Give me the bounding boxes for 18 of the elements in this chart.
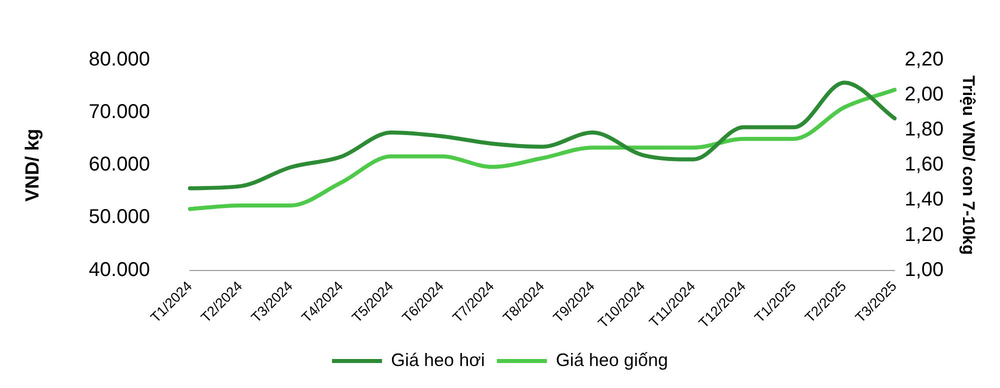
y2-axis-title: Triệu VND/ con 7-10kg [959,75,978,255]
line-series [188,80,897,190]
y2-tick-label: 2,20 [904,48,944,71]
legend-label: Giá heo hơi [391,350,485,370]
y-axis-title: VND/ kg [22,128,44,202]
y2-tick-label: 1,80 [904,118,944,141]
y-tick-label: 70.000 [88,101,150,124]
y-tick-label: 50.000 [88,206,150,228]
line-series [188,88,897,211]
y-tick-label: 60.000 [88,154,150,176]
y2-tick-label: 1,40 [904,188,944,211]
y-tick-label: 80.000 [88,48,150,71]
y2-tick-label: 1,20 [904,224,944,246]
legend-label: Giá heo giống [556,350,668,370]
y2-tick-label: 2,00 [904,84,944,106]
y2-tick-label: 1,00 [904,258,944,281]
y2-tick-label: 1,60 [904,154,944,176]
y-tick-label: 40.000 [88,258,150,281]
